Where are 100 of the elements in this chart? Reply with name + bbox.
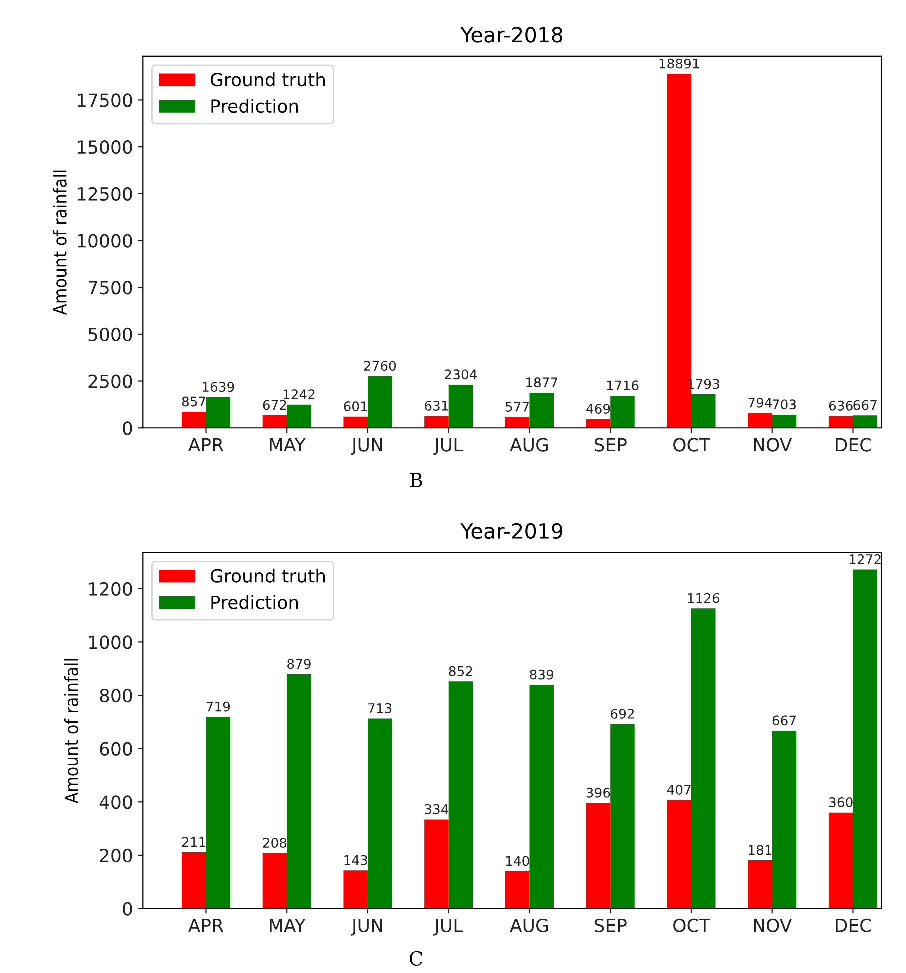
x-tick-label: APR <box>188 438 224 452</box>
x-tick-label: SEP <box>594 438 627 452</box>
data-label: 469 <box>586 404 610 414</box>
bar <box>182 852 206 909</box>
data-label: 631 <box>425 400 448 411</box>
x-tick-label: SEP <box>594 918 627 932</box>
x-tick-label: JUN <box>351 438 382 456</box>
x-tick-label: MAY <box>270 919 306 932</box>
data-label: 1126 <box>688 593 720 604</box>
data-label: 692 <box>611 709 634 719</box>
y-tick-label: 10000 <box>78 234 132 248</box>
bar <box>424 820 449 909</box>
chart-title: Year-2019 <box>460 523 563 540</box>
data-label: 1716 <box>607 380 639 391</box>
y-tick-label: 1200 <box>89 582 132 596</box>
data-label: 672 <box>263 400 286 410</box>
x-tick-label: MAY <box>270 438 306 452</box>
bar <box>828 416 854 428</box>
bar <box>262 853 288 909</box>
legend-label: Ground truth <box>210 568 326 583</box>
x-tick-label: JUN <box>351 919 382 936</box>
y-tick-label: 1000 <box>89 636 132 650</box>
bar <box>748 860 772 909</box>
y-tick-label: 200 <box>100 848 132 863</box>
bar <box>610 396 635 428</box>
bar <box>344 870 368 909</box>
x-tick-label: APR <box>188 919 224 932</box>
bar <box>505 871 530 909</box>
y-tick-label: 800 <box>100 688 132 703</box>
data-label: 601 <box>344 402 368 412</box>
legend-label: Prediction <box>212 595 298 610</box>
y-tick-label: 5000 <box>88 328 132 342</box>
y-axis-title: Amount of rainfall <box>64 659 78 804</box>
x-tick-label: OCT <box>674 438 710 452</box>
y-tick-label: 400 <box>100 796 132 810</box>
x-tick-label: OCT <box>674 918 710 932</box>
data-label: 667 <box>772 716 796 726</box>
y-axis-title: Amount of rainfall <box>52 170 67 316</box>
legend-label: Prediction <box>212 99 298 114</box>
bar <box>448 384 474 428</box>
x-tick-label: JUL <box>434 919 464 936</box>
bar <box>287 404 312 428</box>
x-tick-label: NOV <box>754 918 792 932</box>
data-label: 852 <box>449 666 472 676</box>
bar <box>368 718 392 909</box>
data-label: 879 <box>288 659 311 670</box>
bar <box>344 416 368 428</box>
y-tick-label: 2500 <box>88 374 132 388</box>
data-label: 334 <box>425 804 449 814</box>
bar <box>853 416 878 428</box>
bar <box>530 685 554 909</box>
bar <box>530 392 554 428</box>
data-label: 407 <box>667 784 691 795</box>
data-label: 577 <box>506 402 530 412</box>
y-tick-label: 600 <box>100 742 132 756</box>
data-label: 208 <box>263 838 287 848</box>
bar <box>505 417 530 428</box>
legend-label: Ground truth <box>210 72 326 87</box>
y-tick-label: 0 <box>123 902 132 916</box>
y-tick-label: 0 <box>123 422 132 436</box>
data-label: 2760 <box>364 361 396 372</box>
bar <box>586 419 611 428</box>
data-label: 360 <box>830 798 853 808</box>
data-label: 18891 <box>660 58 700 69</box>
data-label: 143 <box>344 855 368 866</box>
x-tick-label: JUL <box>434 438 464 456</box>
data-label: 713 <box>368 703 392 714</box>
bar <box>182 412 206 428</box>
bar <box>691 608 716 909</box>
data-label: 2304 <box>445 370 478 380</box>
bar <box>206 397 230 428</box>
y-tick-label: 7500 <box>88 281 132 295</box>
x-tick-label: AUG <box>510 438 548 452</box>
bar <box>448 682 474 909</box>
bar <box>287 674 312 909</box>
y-tick-label: 17500 <box>78 94 132 108</box>
data-label: 857 <box>182 396 206 407</box>
bar <box>772 730 797 909</box>
bar <box>748 413 772 428</box>
data-label: 1272 <box>850 554 881 564</box>
data-label: 396 <box>586 788 610 798</box>
bar <box>853 570 878 909</box>
data-label: 181 <box>749 845 772 856</box>
data-label: 719 <box>206 702 230 712</box>
x-tick-label: AUG <box>510 918 548 932</box>
chart-title: Year-2018 <box>460 27 563 43</box>
data-label: 1639 <box>203 382 234 392</box>
bar <box>667 800 692 909</box>
text: C <box>410 951 423 966</box>
x-tick-label: DEC <box>836 918 872 932</box>
x-tick-label: DEC <box>836 438 872 452</box>
y-tick-label: 15000 <box>78 140 132 154</box>
bar <box>691 394 716 428</box>
text: B <box>410 473 422 488</box>
y-tick-label: 12500 <box>78 187 132 202</box>
x-tick-label: NOV <box>754 438 792 452</box>
bar <box>828 812 854 909</box>
bar <box>368 376 392 428</box>
data-label: 140 <box>506 856 530 866</box>
data-label: 1242 <box>284 390 315 400</box>
